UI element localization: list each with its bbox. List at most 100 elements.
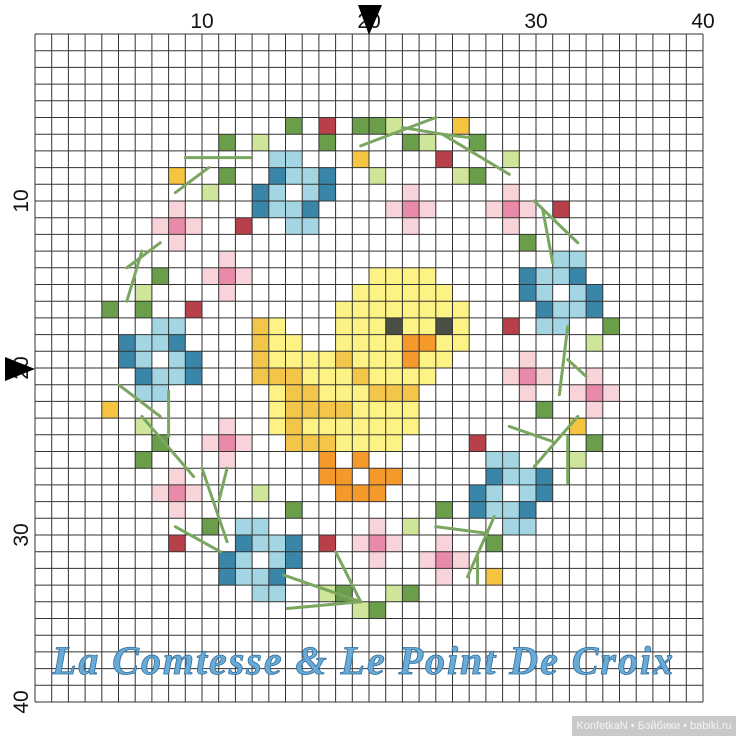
- stitch-dark-blue: [118, 351, 136, 368]
- stitch-yellow: [268, 317, 286, 335]
- stitch-red: [435, 150, 453, 168]
- stitch-yellow: [302, 368, 319, 385]
- stitch-gold: [452, 117, 470, 135]
- stitch-gold: [485, 568, 503, 586]
- stitch-dark-blue: [285, 551, 303, 569]
- backstitch-line: [173, 166, 211, 195]
- stitch-pink-light: [569, 384, 587, 402]
- stitch-yellow-orange: [252, 368, 269, 385]
- stitch-cells: [101, 117, 620, 619]
- stitch-yellow-orange: [302, 401, 319, 419]
- stitch-dark-blue: [586, 301, 603, 318]
- stitch-yellow: [402, 267, 420, 285]
- stitch-pink-light: [385, 201, 403, 218]
- stitch-orange: [369, 484, 386, 502]
- stitch-light-blue: [268, 585, 286, 602]
- stitch-yellow-orange: [285, 401, 303, 419]
- stitch-dark-green: [285, 501, 303, 519]
- backstitch-line: [125, 241, 162, 270]
- stitch-light-green: [419, 134, 436, 151]
- stitch-light-blue: [168, 368, 186, 385]
- stitch-pink-light: [502, 368, 520, 385]
- backstitch-line: [541, 207, 555, 265]
- stitch-pink-light: [536, 368, 553, 385]
- stitch-light-blue: [569, 284, 587, 302]
- stitch-pink-mid: [218, 434, 236, 452]
- stitch-pink-light: [151, 217, 169, 235]
- stitch-orange: [318, 468, 336, 485]
- stitch-yellow: [419, 267, 436, 285]
- stitch-light-blue: [519, 484, 536, 502]
- top-axis-label-40: 40: [691, 10, 714, 33]
- stitch-yellow-orange: [369, 384, 386, 402]
- stitch-pink-light: [602, 384, 620, 402]
- stitch-yellow: [435, 301, 453, 318]
- stitch-dark-green: [586, 434, 603, 452]
- stitch-dark-green: [469, 134, 486, 151]
- stitch-light-green: [202, 184, 219, 201]
- backstitch-line: [217, 466, 229, 504]
- stitch-pink-light: [218, 284, 236, 302]
- stitch-light-blue: [302, 167, 319, 185]
- stitch-pink-light: [218, 451, 236, 469]
- stitch-dark-blue: [519, 501, 536, 519]
- stitch-pink-light: [385, 535, 403, 552]
- stitch-gold: [352, 150, 369, 168]
- stitch-pink-light: [519, 384, 536, 402]
- stitch-light-green: [252, 134, 269, 151]
- stitch-pink-light: [502, 217, 520, 235]
- stitch-dark-blue: [285, 535, 303, 552]
- stitch-light-blue: [168, 351, 186, 368]
- stitch-pink-light: [168, 234, 186, 252]
- stitch-light-blue: [485, 484, 503, 502]
- stitch-light-blue: [552, 317, 570, 335]
- stitch-yellow: [419, 317, 436, 335]
- stitch-pink-mid: [502, 201, 520, 218]
- backstitch-line: [466, 515, 496, 579]
- stitch-dark-blue: [168, 334, 186, 352]
- stitch-yellow: [369, 434, 386, 452]
- stitch-yellow: [419, 368, 436, 385]
- stitch-yellow: [452, 301, 470, 318]
- stitch-yellow: [318, 384, 336, 402]
- stitch-dark-green: [101, 301, 119, 318]
- stitch-pink-light: [402, 184, 420, 201]
- stitch-orange: [402, 334, 420, 352]
- stitch-yellow: [435, 334, 453, 352]
- stitch-gold: [569, 418, 587, 435]
- stitch-dark-blue: [185, 368, 202, 385]
- stitch-dark-blue: [569, 267, 587, 285]
- left-axis-label-30: 30: [10, 523, 33, 546]
- stitch-light-blue: [151, 368, 169, 385]
- stitch-gold: [168, 167, 186, 185]
- stitch-light-green: [352, 601, 369, 619]
- stitch-dark-blue: [485, 468, 503, 485]
- stitch-yellow: [402, 317, 420, 335]
- stitch-light-green: [369, 167, 386, 185]
- stitch-yellow: [402, 284, 420, 302]
- stitch-pink-mid: [168, 217, 186, 235]
- stitch-yellow: [385, 301, 403, 318]
- stitch-yellow-orange: [285, 368, 303, 385]
- stitch-light-blue: [268, 551, 286, 569]
- stitch-light-blue: [168, 317, 186, 335]
- backstitch-line: [557, 324, 570, 397]
- stitch-light-blue: [268, 201, 286, 218]
- stitch-yellow: [335, 334, 353, 352]
- stitch-orange: [335, 484, 353, 502]
- center-marker-left-icon: [5, 357, 35, 381]
- stitch-pink-light: [352, 535, 369, 552]
- stitch-yellow: [402, 368, 420, 385]
- backstitch-line: [507, 424, 555, 443]
- stitch-yellow: [369, 351, 386, 368]
- stitch-dark-blue: [469, 501, 486, 519]
- stitch-yellow: [435, 284, 453, 302]
- stitch-pink-light: [235, 267, 253, 285]
- stitch-yellow: [268, 418, 286, 435]
- backstitch-line: [334, 550, 363, 604]
- stitch-yellow: [385, 434, 403, 452]
- stitch-dark-blue: [536, 468, 553, 485]
- stitch-yellow: [352, 351, 369, 368]
- stitch-dark-green: [218, 167, 236, 185]
